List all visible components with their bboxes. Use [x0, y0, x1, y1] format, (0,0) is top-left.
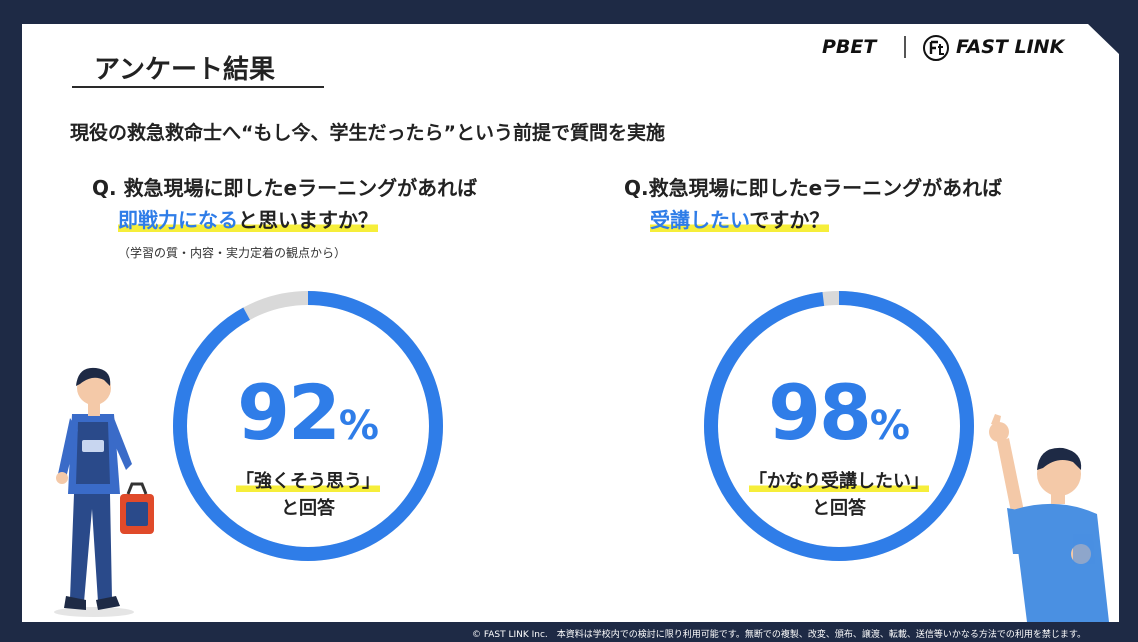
- question-2-highlight: 受講したい: [650, 208, 750, 232]
- percent-1-value: 92: [237, 368, 341, 457]
- percent-2-symbol: %: [869, 403, 910, 449]
- donut-svg-2: [704, 291, 974, 561]
- page-title: アンケート結果: [72, 46, 324, 88]
- donut-svg-1: [173, 291, 443, 561]
- question-2-rest: ですか？: [749, 208, 830, 232]
- percent-1: 92%: [168, 368, 448, 457]
- question-1: Q. 救急現場に即したeラーニングがあれば 即戦力になると思いますか？: [92, 172, 477, 236]
- slide: アンケート結果 PBET FAST LINK 現役の救急救命士へ“もし今、学生だ…: [22, 24, 1119, 622]
- fast-link-logo-text: FAST LINK: [956, 36, 1065, 58]
- answer-1: 「強くそう思う」 と回答: [168, 468, 448, 522]
- answer-1-text: 「強くそう思う」: [236, 471, 380, 492]
- donut-1-value-arc: [173, 291, 443, 561]
- page-title-text: アンケート結果: [94, 55, 275, 85]
- question-1-line1: Q. 救急現場に即したeラーニングがあれば: [92, 176, 478, 200]
- brand-logos: PBET FAST LINK: [822, 35, 1082, 62]
- question-2-line1: Q.救急現場に即したeラーニングがあれば: [624, 176, 1003, 200]
- question-1-highlight: 即戦力になる: [118, 208, 238, 232]
- percent-1-symbol: %: [338, 403, 379, 449]
- percent-2-value: 98: [768, 368, 872, 457]
- fast-link-icon: [923, 35, 949, 61]
- paramedic-illustration: [54, 367, 154, 617]
- pbet-logo: PBET: [822, 36, 877, 58]
- question-1-note: （学習の質・内容・実力定着の観点から）: [118, 246, 347, 260]
- answer-2-text: 「かなり受講したい」: [749, 471, 929, 492]
- percent-2: 98%: [699, 368, 979, 457]
- donut-chart-1: 92% 「強くそう思う」 と回答: [168, 286, 448, 566]
- question-2: Q.救急現場に即したeラーニングがあれば 受講したいですか？: [624, 172, 1002, 236]
- answer-1-suffix: と回答: [281, 498, 335, 519]
- donut-chart-2: 98% 「かなり受講したい」 と回答: [699, 286, 979, 566]
- question-1-rest: と思いますか？: [238, 208, 378, 232]
- answer-2: 「かなり受講したい」 と回答: [699, 468, 979, 522]
- footer-copyright: © FAST LINK Inc. 本資料は学校内での検討に限り利用可能です。無断…: [472, 630, 1086, 640]
- logo-divider: [904, 36, 906, 58]
- subtitle: 現役の救急救命士へ“もし今、学生だったら”という前提で質問を実施: [70, 122, 665, 144]
- student-illustration: [989, 414, 1109, 622]
- answer-2-suffix: と回答: [812, 498, 866, 519]
- donut-2-value-arc: [704, 291, 974, 561]
